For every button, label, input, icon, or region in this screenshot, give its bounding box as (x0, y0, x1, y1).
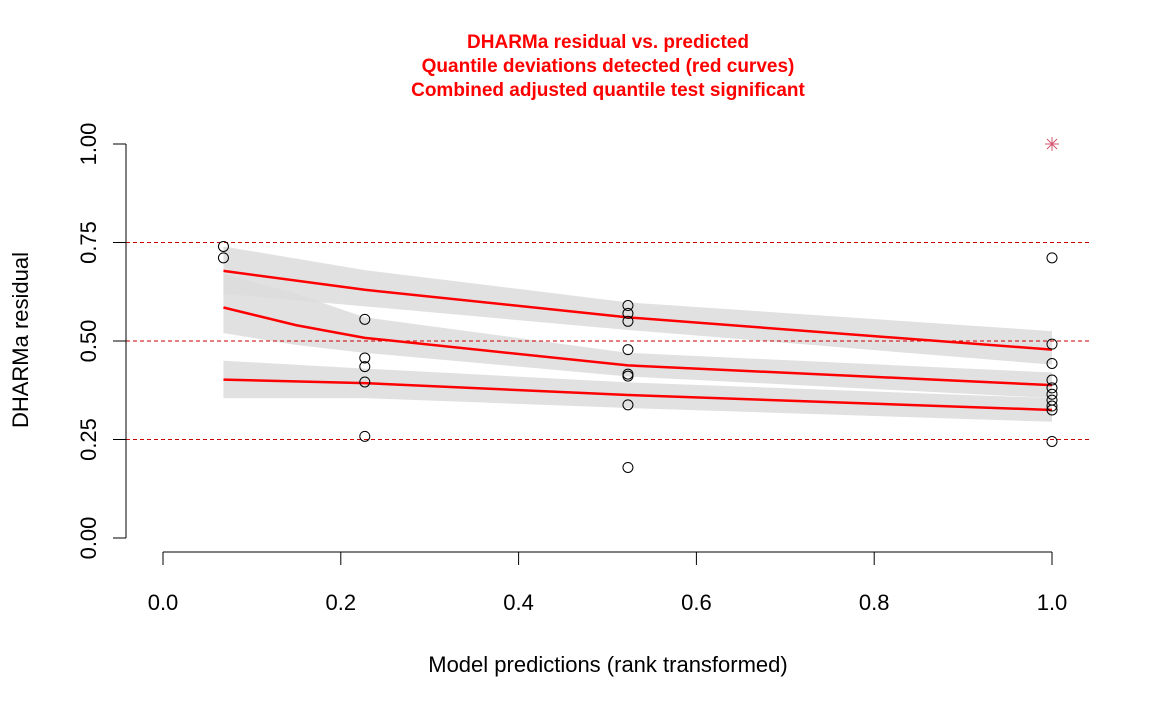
residual-point (1046, 435, 1058, 447)
quantile-curves (223, 269, 1053, 412)
x-tick-label: 0.6 (681, 590, 712, 615)
y-tick-label: 0.50 (76, 320, 101, 363)
residual-point (359, 313, 371, 325)
residual-point (1046, 357, 1058, 369)
y-tick-label: 0.00 (76, 517, 101, 560)
x-tick-label: 0.2 (326, 590, 357, 615)
band-q0.50 (223, 274, 1052, 399)
x-tick-label: 0.8 (859, 590, 890, 615)
chart-title-line-3: Combined adjusted quantile test signific… (411, 80, 805, 101)
residual-point (1046, 400, 1058, 412)
residual-point (217, 252, 229, 264)
band-q0.25 (223, 360, 1052, 422)
y-tick-label: 1.00 (76, 123, 101, 166)
x-axis-title: Model predictions (rank transformed) (428, 652, 787, 677)
quantile-curve-q0.75 (223, 269, 1053, 351)
quantile-curve-q0.50 (223, 306, 1053, 387)
residual-point (1046, 374, 1058, 386)
residual-point (622, 300, 634, 312)
residual-point (359, 430, 371, 442)
residual-point (1046, 382, 1058, 394)
y-tick-label: 0.25 (76, 418, 101, 461)
residual-point (217, 240, 229, 252)
outlier-star (1045, 137, 1059, 151)
y-axis: 0.00 0.25 0.50 0.75 1.00 (76, 123, 127, 560)
y-axis-title: DHARMa residual (8, 252, 33, 428)
chart-title-line-1: DHARMa residual vs. predicted (467, 32, 749, 53)
quantile-curve-q0.25 (223, 378, 1053, 412)
residual-points (217, 240, 1058, 473)
residual-point (1046, 338, 1058, 350)
residual-point (622, 344, 634, 356)
chart-title-line-2: Quantile deviations detected (red curves… (422, 56, 795, 77)
x-tick-label: 0.4 (503, 590, 534, 615)
residual-point (622, 307, 634, 319)
residual-point (622, 315, 634, 327)
residual-point (359, 376, 371, 388)
residual-point (1046, 388, 1058, 400)
x-axis: 0.0 0.2 0.4 0.6 0.8 1.0 (148, 551, 1068, 615)
residual-point (622, 370, 634, 382)
y-tick-label: 0.75 (76, 221, 101, 264)
residual-point (1046, 404, 1058, 416)
x-tick-label: 1.0 (1037, 590, 1068, 615)
residual-point (1046, 252, 1058, 264)
outlier-markers (1045, 137, 1059, 151)
residual-point (622, 399, 634, 411)
outlier-star-stroke (1046, 138, 1058, 150)
x-tick-label: 0.0 (148, 590, 179, 615)
residual-point (359, 361, 371, 373)
residual-point (359, 352, 371, 364)
residual-point (622, 461, 634, 473)
